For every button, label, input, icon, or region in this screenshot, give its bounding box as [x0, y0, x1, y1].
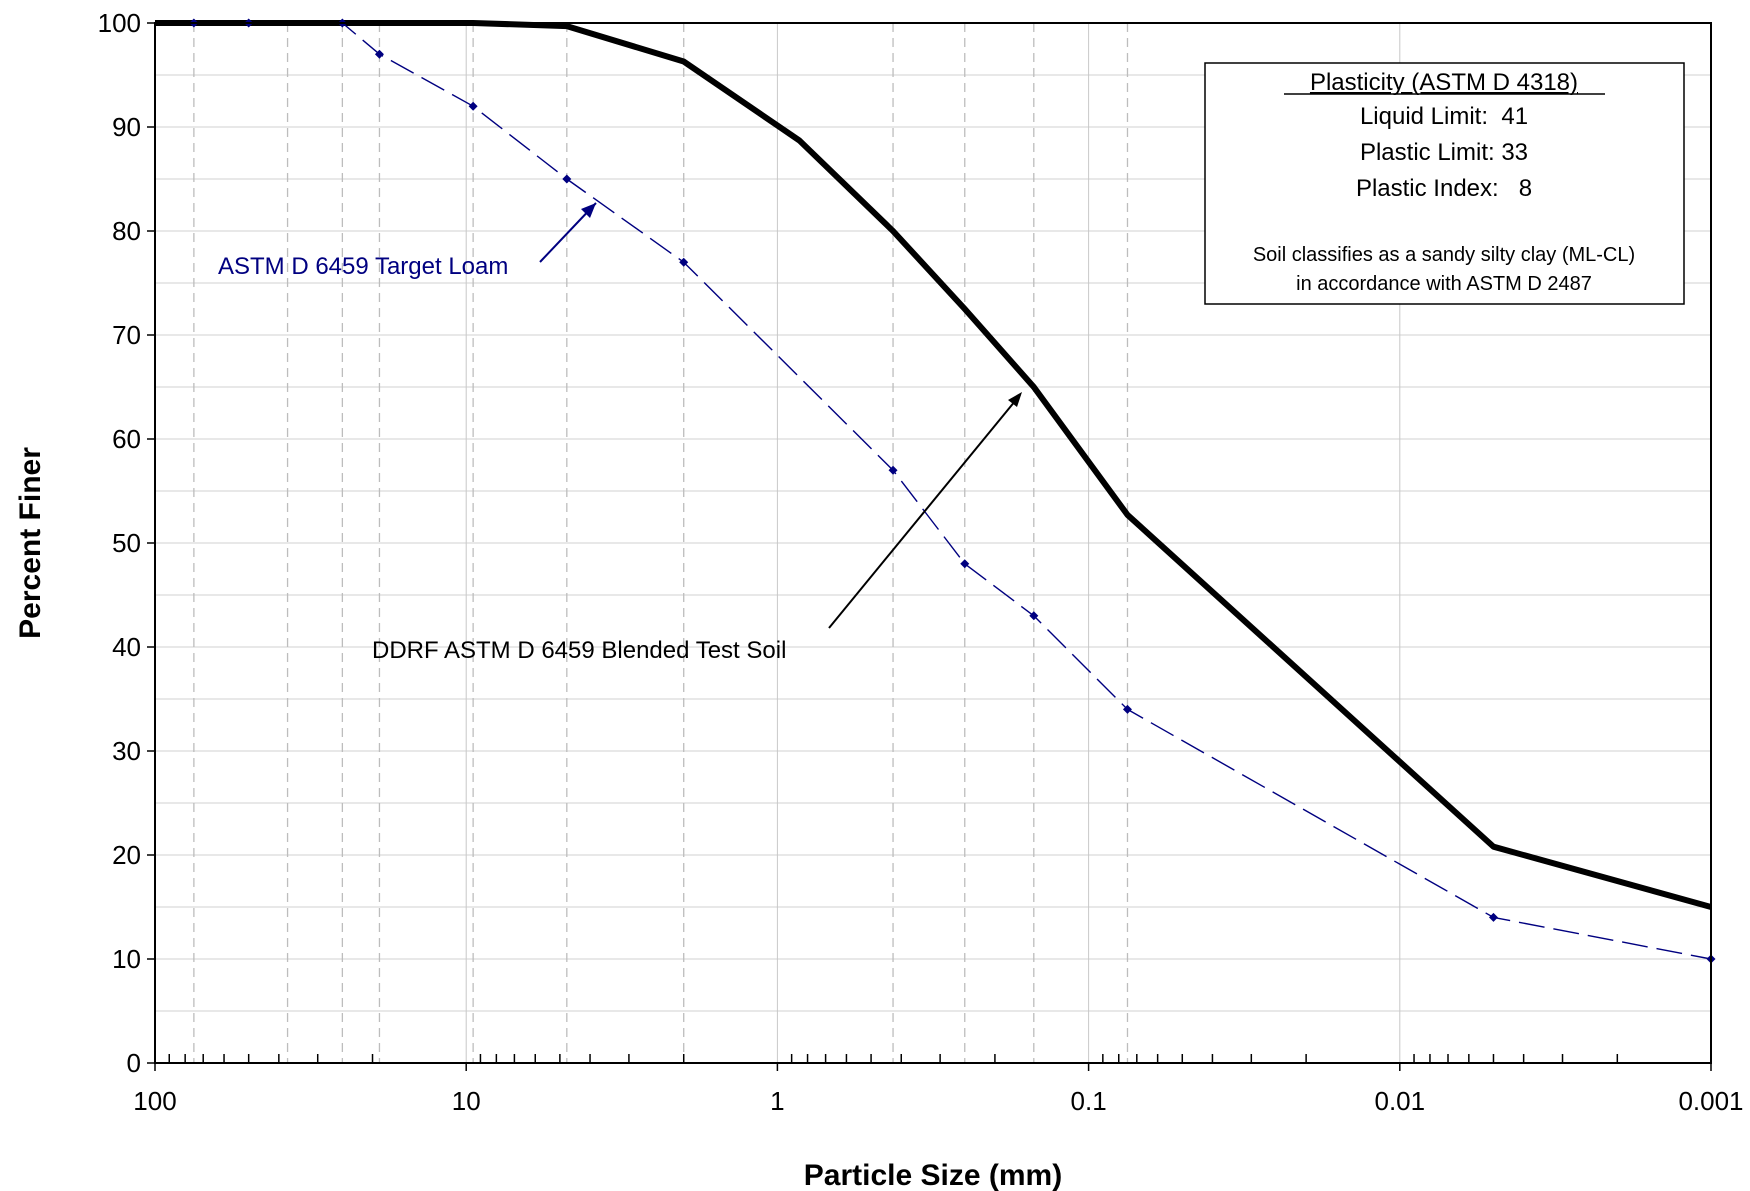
data-point-target: [374, 49, 384, 59]
x-tick-label: 0.1: [1071, 1086, 1107, 1116]
y-tick-label: 0: [127, 1048, 141, 1078]
data-point-target: [468, 101, 478, 111]
data-point-target: [1029, 611, 1039, 621]
data-point-target: [562, 174, 572, 184]
target-loam-label: ASTM D 6459 Target Loam: [218, 253, 508, 280]
data-point-target: [679, 257, 689, 267]
x-tick-label: 10: [452, 1086, 481, 1116]
target-loam-arrowhead: [581, 203, 596, 218]
y-tick-label: 10: [112, 944, 141, 974]
plasticity-info-box: Plasticity (ASTM D 4318) Liquid Limit: 4…: [1204, 62, 1685, 305]
y-tick-label: 40: [112, 632, 141, 662]
y-tick-label: 50: [112, 528, 141, 558]
y-tick-label: 80: [112, 216, 141, 246]
x-tick-label: 100: [133, 1086, 176, 1116]
blended-soil-arrow: [828, 394, 1021, 629]
blended-soil-label: DDRF ASTM D 6459 Blended Test Soil: [372, 637, 786, 664]
info-box-title: Plasticity (ASTM D 4318): [1310, 69, 1578, 96]
x-axis-title: Particle Size (mm): [804, 1159, 1062, 1191]
y-tick-label: 60: [112, 424, 141, 454]
data-point-target: [1122, 704, 1132, 714]
x-tick-label: 0.01: [1374, 1086, 1425, 1116]
y-tick-label: 20: [112, 840, 141, 870]
grid-layer: [155, 23, 1711, 1063]
minor-tick-layer: [168, 1054, 1619, 1063]
tick-layer: 0 10 20 30 40 50 60 70 80 90 100 100 10 1 0.1 0.01 0.001: [98, 8, 1744, 1116]
plastic-index-text: Plastic Index: 8: [1356, 175, 1532, 202]
plastic-limit-text: Plastic Limit: 33: [1360, 139, 1528, 166]
y-tick-label: 90: [112, 112, 141, 142]
y-tick-label: 30: [112, 736, 141, 766]
y-tick-label: 70: [112, 320, 141, 350]
annotation-layer: ASTM D 6459 Target Loam DDRF ASTM D 6459…: [218, 202, 1022, 664]
blended-soil-arrowhead: [1008, 392, 1022, 407]
classification-line-1: Soil classifies as a sandy silty clay (M…: [1253, 244, 1635, 266]
x-tick-label: 0.001: [1678, 1086, 1743, 1116]
classification-line-2: in accordance with ASTM D 2487: [1296, 273, 1592, 295]
data-point-target: [1488, 912, 1498, 922]
x-tick-label: 1: [770, 1086, 784, 1116]
info-box-frame: [1204, 62, 1685, 305]
liquid-limit-text: Liquid Limit: 41: [1360, 103, 1528, 130]
data-point-target: [888, 465, 898, 475]
y-axis-title: Percent Finer: [14, 447, 47, 639]
y-tick-label: 100: [98, 8, 141, 38]
data-point-target: [960, 559, 970, 569]
